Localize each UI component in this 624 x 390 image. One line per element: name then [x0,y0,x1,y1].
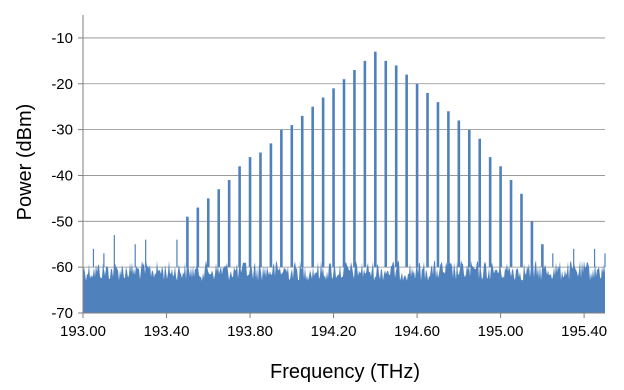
comb-line [342,79,346,268]
comb-line [206,198,210,268]
x-axis-title: Frequency (THz) [270,361,420,383]
y-axis-title: Power (dBm) [14,104,36,221]
comb-line [238,166,241,268]
y-tick-label: -40 [51,167,73,184]
comb-line [269,143,273,268]
comb-line [384,60,388,268]
tick-labels: -70 -60 -50 -40 -30 -20 -10 193.00 193.40 193.80 1… [51,30,607,340]
x-tick-label: 194.20 [311,323,357,340]
comb-line [280,129,283,268]
x-tick-label: 193.00 [60,323,106,340]
y-tick-label: -50 [51,213,73,230]
comb-line [363,60,367,268]
x-tick-label: 193.40 [144,323,190,340]
y-tick-label: -70 [51,305,73,322]
comb-line [353,70,356,268]
comb-line [248,157,252,268]
comb-line [478,138,482,268]
comb-line [394,65,398,268]
y-tick-label: -20 [51,76,73,93]
comb-line [436,102,440,268]
y-tick-label: -60 [51,259,73,276]
y-tick-label: -30 [51,122,73,139]
comb-line [457,120,461,268]
x-tick-label: 194.60 [394,323,440,340]
axes [82,15,605,314]
comb-line [186,216,189,268]
comb-line [217,189,221,268]
comb-line [541,244,544,268]
comb-line [227,180,231,268]
comb-line [374,51,377,268]
comb-line [488,157,492,268]
comb-line [405,74,408,268]
comb-line [300,115,304,268]
comb-line [520,193,523,268]
comb-line [509,180,513,268]
comb-line [321,97,325,268]
comb-line [290,125,294,268]
comb-line [530,221,534,268]
x-tick-label: 195.00 [478,323,524,340]
comb-line [426,92,429,268]
comb-line [196,207,200,268]
comb-line [415,83,419,268]
comb-line [499,166,502,268]
comb-line [467,129,471,268]
comb-line [259,152,262,268]
y-tick-label: -10 [51,30,73,47]
noise-floor [83,260,605,313]
x-tick-label: 195.40 [561,323,607,340]
comb-line [447,111,450,268]
x-tick-label: 193.80 [227,323,273,340]
plot-area [83,51,606,313]
comb-line [311,106,314,268]
comb-line [332,88,335,268]
